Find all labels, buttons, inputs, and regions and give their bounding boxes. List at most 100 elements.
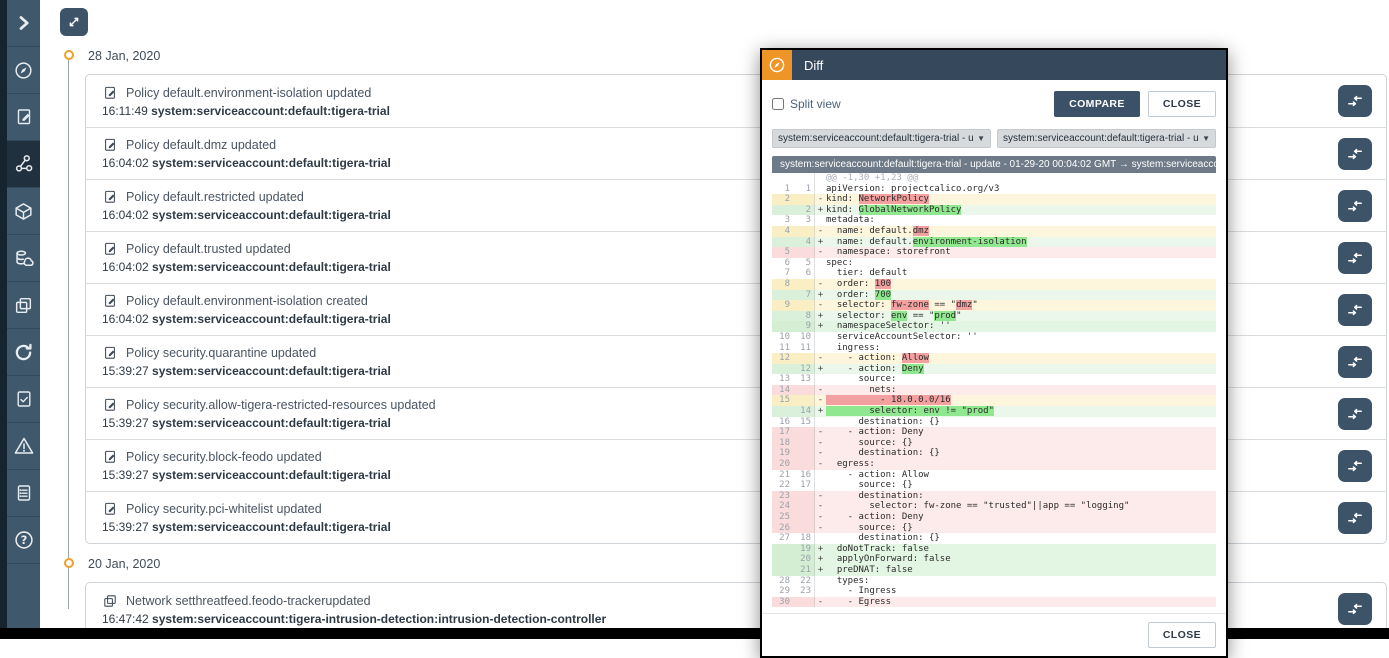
diff-line: 5- namespace: storefront (772, 247, 1216, 258)
event-account: system:serviceaccount:default:tigera-tri… (152, 468, 391, 482)
diff-marker: + (814, 544, 826, 555)
new-line-number (793, 427, 814, 438)
policy-icon (102, 189, 118, 205)
sidebar-item-compass[interactable] (7, 47, 40, 94)
code-text: selector: (826, 311, 891, 321)
inline-change-highlight: Allow (902, 353, 929, 363)
sidebar-item-refresh[interactable] (7, 329, 40, 376)
open-diff-button[interactable] (1338, 190, 1372, 222)
diff-code: apiVersion: projectcalico.org/v3 (826, 184, 1216, 195)
expand-timeline-button[interactable] (60, 8, 88, 36)
inline-change-highlight: env (891, 311, 907, 321)
new-line-number: 10 (793, 332, 814, 343)
diff-code: nets: (826, 385, 1216, 396)
old-line-number: 12 (772, 353, 793, 364)
event-title: Policy default.restricted updated (126, 190, 304, 204)
event-account: system:serviceaccount:default:tigera-tri… (151, 104, 390, 118)
footer-close-button[interactable]: CLOSE (1148, 622, 1216, 648)
old-line-number: 10 (772, 332, 793, 343)
open-diff-button[interactable] (1338, 294, 1372, 326)
sidebar-item-storage[interactable] (7, 235, 40, 282)
new-line-number (793, 385, 814, 396)
event-title: Policy security.quarantine updated (126, 346, 316, 360)
revision-selectors: system:serviceaccount:default:tigera-tri… (772, 129, 1216, 148)
event-account: system:serviceaccount:default:tigera-tri… (152, 208, 391, 222)
diff-marker: - (814, 353, 826, 364)
open-diff-button[interactable] (1338, 593, 1372, 625)
event-title: Policy default.environment-isolation upd… (126, 86, 371, 100)
diff-marker: - (814, 523, 826, 534)
sidebar-item-nodes[interactable] (7, 188, 40, 235)
diff-code: applyOnForward: false (826, 554, 1216, 565)
split-view-toggle[interactable]: Split view (772, 97, 841, 111)
open-diff-button[interactable] (1338, 85, 1372, 117)
open-diff-button[interactable] (1338, 138, 1372, 170)
code-text: name: default. (826, 237, 913, 247)
new-line-number: 15 (793, 417, 814, 428)
diff-marker: + (814, 237, 826, 248)
diff-marker: + (814, 364, 826, 375)
code-text: destination: {} (826, 533, 940, 543)
diff-code: name: default.environment-isolation (826, 237, 1216, 248)
left-revision-dropdown[interactable]: system:serviceaccount:default:tigera-tri… (772, 129, 991, 148)
diff-code: metadata: (826, 215, 1216, 226)
diff-code: ingress: (826, 343, 1216, 354)
new-line-number: 5 (793, 258, 814, 269)
new-line-number (793, 353, 814, 364)
diff-compare-icon (1347, 602, 1363, 616)
network-set-icon (102, 593, 118, 609)
code-text: source: {} (826, 523, 913, 533)
inline-change-highlight: Deny (902, 364, 924, 374)
event-account: system:serviceaccount:default:tigera-tri… (152, 312, 391, 326)
sidebar-item-timeline[interactable] (7, 141, 40, 188)
old-line-number: 17 (772, 427, 793, 438)
code-text: namespace: storefront (826, 247, 951, 257)
sidebar-item-layers[interactable] (7, 282, 40, 329)
code-text: applyOnForward: false (826, 554, 951, 564)
inline-change-highlight: - 18.0.0.0/16 (826, 395, 951, 405)
inline-change-highlight: dmz (956, 300, 972, 310)
sidebar-item-compliance[interactable] (7, 376, 40, 423)
diff-code: source: {} (826, 480, 1216, 491)
diff-marker: - (814, 247, 826, 258)
diff-compare-icon (1347, 199, 1363, 213)
event-time: 16:04:02 (102, 260, 152, 274)
code-text: destination: (826, 491, 924, 501)
event-title: Policy default.dmz updated (126, 138, 276, 152)
policy-icon (102, 449, 118, 465)
sidebar-item-help[interactable]: ? (7, 517, 40, 564)
code-text: ingress: (826, 343, 880, 353)
event-time: 15:39:27 (102, 468, 152, 482)
diff-code: selector: env == "prod" (826, 311, 1216, 322)
right-revision-dropdown[interactable]: system:serviceaccount:default:tigera-tri… (997, 129, 1216, 148)
diff-compare-icon (1347, 147, 1363, 161)
open-diff-button[interactable] (1338, 450, 1372, 482)
diff-marker (814, 332, 826, 343)
event-title: Policy default.environment-isolation cre… (126, 294, 368, 308)
open-diff-button[interactable] (1338, 242, 1372, 274)
diff-code: selector: env != "prod" (826, 406, 1216, 417)
compare-button[interactable]: COMPARE (1054, 91, 1140, 117)
close-button[interactable]: CLOSE (1148, 91, 1216, 117)
open-diff-button[interactable] (1338, 346, 1372, 378)
open-diff-button[interactable] (1338, 502, 1372, 534)
layers-icon (13, 295, 34, 316)
old-line-number: 19 (772, 448, 793, 459)
sidebar-item-alerts[interactable] (7, 423, 40, 470)
sidebar-item-expand[interactable] (7, 0, 40, 47)
sidebar-item-policies[interactable] (7, 94, 40, 141)
inline-change-highlight: fw-zone (891, 300, 929, 310)
sidebar-item-reports[interactable] (7, 470, 40, 517)
old-line-number (772, 205, 793, 216)
diff-line: 4+ name: default.environment-isolation (772, 237, 1216, 248)
split-view-checkbox[interactable] (772, 98, 784, 110)
open-diff-button[interactable] (1338, 398, 1372, 430)
new-line-number: 20 (793, 554, 814, 565)
diff-marker: + (814, 554, 826, 565)
modal-compass-icon-box (762, 50, 792, 80)
code-text: tier: default (826, 268, 907, 278)
